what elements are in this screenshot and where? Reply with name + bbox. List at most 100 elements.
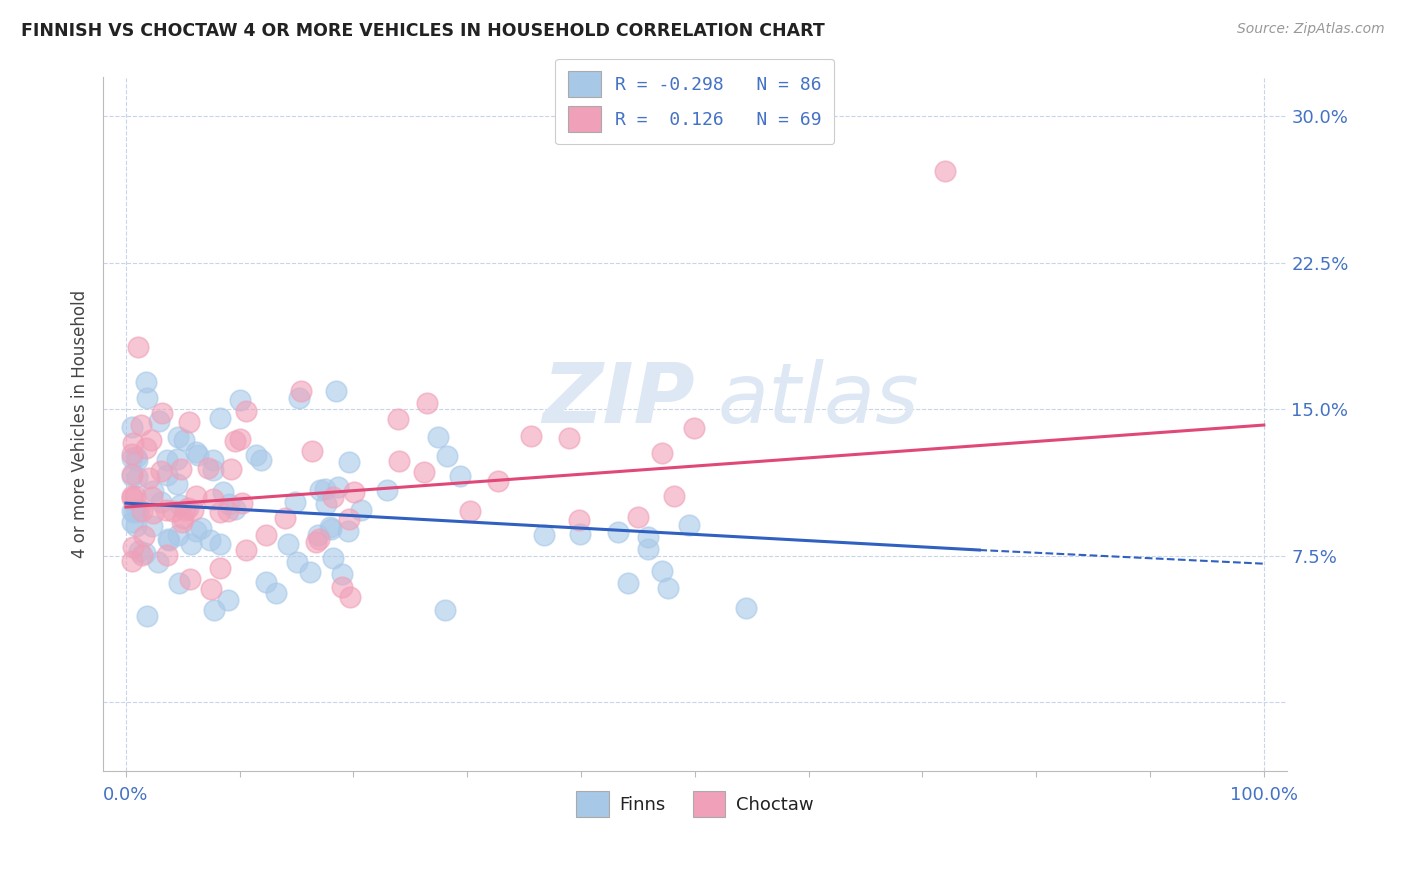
Point [121, 504, 143, 518]
Point [128, 544, 150, 558]
Point [315, 497, 337, 511]
Point [651, 446, 673, 460]
Point [142, 506, 165, 520]
Point [187, 448, 209, 462]
Point [124, 505, 146, 519]
Point [558, 431, 581, 445]
Point [142, 483, 165, 498]
Point [208, 410, 231, 425]
Point [224, 434, 246, 449]
Point [305, 534, 328, 549]
Point [157, 533, 180, 547]
Point [131, 504, 153, 518]
Point [309, 483, 332, 497]
Point [288, 392, 311, 406]
Point [285, 555, 308, 569]
Point [388, 454, 411, 468]
Point [121, 447, 143, 461]
Point [134, 546, 156, 560]
Point [322, 551, 344, 566]
Point [184, 444, 207, 458]
Point [325, 384, 347, 398]
Point [264, 585, 287, 599]
Point [637, 542, 659, 557]
Legend: Finns, Choctaw: Finns, Choctaw [569, 784, 821, 824]
Point [412, 465, 434, 479]
Point [141, 519, 163, 533]
Point [190, 521, 212, 535]
Point [343, 485, 366, 500]
Point [150, 464, 173, 478]
Point [678, 518, 700, 533]
Point [184, 524, 207, 538]
Text: ZIP: ZIP [543, 359, 695, 440]
Point [387, 412, 409, 426]
Point [651, 564, 673, 578]
Text: atlas: atlas [717, 359, 920, 440]
Point [135, 609, 157, 624]
Point [249, 453, 271, 467]
Point [156, 453, 179, 467]
Point [173, 433, 195, 447]
Point [212, 484, 235, 499]
Point [122, 540, 145, 554]
Point [127, 503, 149, 517]
Point [322, 490, 344, 504]
Point [209, 505, 232, 519]
Point [533, 528, 555, 542]
Point [520, 429, 543, 443]
Point [569, 527, 592, 541]
Point [375, 483, 398, 497]
Point [314, 482, 336, 496]
Point [121, 491, 143, 505]
Point [167, 430, 190, 444]
Point [436, 449, 458, 463]
Point [607, 524, 630, 539]
Text: Source: ZipAtlas.com: Source: ZipAtlas.com [1237, 22, 1385, 37]
Point [121, 467, 143, 481]
Point [486, 474, 509, 488]
Point [124, 450, 146, 464]
Point [166, 528, 188, 542]
Point [231, 496, 253, 510]
Point [121, 516, 143, 530]
Point [180, 537, 202, 551]
Point [127, 470, 149, 484]
Point [568, 513, 591, 527]
Point [167, 576, 190, 591]
Point [617, 576, 640, 591]
Point [319, 522, 342, 536]
Point [121, 489, 143, 503]
Point [217, 504, 239, 518]
Point [128, 502, 150, 516]
Point [139, 433, 162, 447]
Point [284, 495, 307, 509]
Point [156, 468, 179, 483]
Point [124, 519, 146, 533]
Y-axis label: 4 or more Vehicles in Household: 4 or more Vehicles in Household [72, 290, 89, 558]
Point [174, 503, 197, 517]
Point [224, 501, 246, 516]
Text: FINNISH VS CHOCTAW 4 OR MORE VEHICLES IN HOUSEHOLD CORRELATION CHART: FINNISH VS CHOCTAW 4 OR MORE VEHICLES IN… [21, 22, 825, 40]
Point [298, 565, 321, 579]
Point [179, 415, 201, 429]
Point [162, 504, 184, 518]
Point [166, 452, 188, 467]
Point [662, 489, 685, 503]
Point [657, 582, 679, 596]
Point [336, 524, 359, 538]
Point [218, 497, 240, 511]
Point [155, 503, 177, 517]
Point [683, 421, 706, 435]
Point [449, 469, 471, 483]
Point [458, 504, 481, 518]
Point [934, 164, 956, 178]
Point [150, 406, 173, 420]
Point [156, 548, 179, 562]
Point [200, 582, 222, 597]
Point [217, 593, 239, 607]
Point [330, 580, 353, 594]
Point [330, 566, 353, 581]
Point [135, 441, 157, 455]
Point [146, 555, 169, 569]
